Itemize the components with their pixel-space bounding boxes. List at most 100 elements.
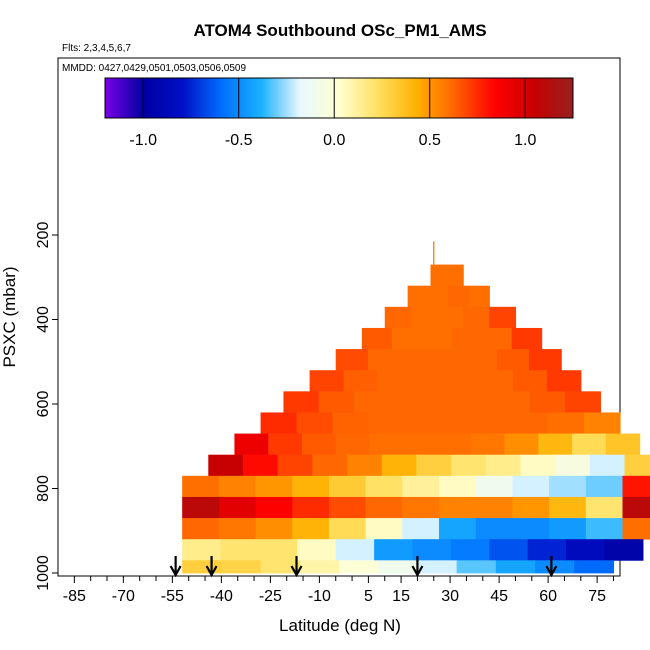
y-tick-label: 800 <box>35 475 52 502</box>
heatmap-cell <box>268 433 303 456</box>
heatmap-cell <box>339 560 379 574</box>
heatmap-cell <box>512 496 550 519</box>
heatmap-cell <box>574 560 615 574</box>
heatmap-cell <box>283 391 320 413</box>
x-axis-label: Latitude (deg N) <box>279 616 401 635</box>
heatmap-cell <box>411 370 446 392</box>
heatmap-cell <box>312 454 348 477</box>
heatmap-cell <box>548 412 585 434</box>
x-tick-label: 5 <box>364 588 373 605</box>
chart-title: ATOM4 Southbound OSc_PM1_AMS <box>193 21 486 40</box>
heatmap-cell <box>384 306 412 329</box>
heatmap-cell <box>220 539 260 561</box>
heatmap-cell <box>520 454 556 477</box>
heatmap-cell <box>260 412 298 434</box>
flight-arrow <box>169 556 182 578</box>
heatmap-cell <box>481 327 513 350</box>
colorbar-tick-label: 0.5 <box>419 132 441 149</box>
heatmap-cell <box>221 560 262 574</box>
heatmap-cell <box>512 475 550 498</box>
heatmap-cell <box>292 496 330 519</box>
flight-arrows <box>169 556 558 578</box>
y-axis-label: PSXC (mbar) <box>0 266 19 367</box>
heatmap-cell <box>495 560 536 574</box>
colorbar-tick-label: -0.5 <box>225 132 253 149</box>
heatmap-cell <box>309 370 345 392</box>
heatmap-cell <box>328 496 367 519</box>
heatmap-cell <box>622 518 650 540</box>
heatmap-cell <box>622 496 650 519</box>
heatmap-cell <box>489 306 517 329</box>
heatmap-cell <box>572 433 607 456</box>
heatmap-cell <box>292 475 330 498</box>
heatmap-cell <box>318 391 355 413</box>
heatmap-cell <box>296 412 334 434</box>
heatmap-cell <box>475 475 514 498</box>
heatmap-cell <box>475 518 514 540</box>
heatmap-cell <box>402 518 440 540</box>
heatmap-cell <box>328 475 367 498</box>
heatmap-cell <box>328 518 367 540</box>
heatmap-spike <box>433 241 435 265</box>
flight-arrow <box>411 556 424 578</box>
heatmap-cell <box>182 496 220 519</box>
colorbar-tick-label: -1.0 <box>129 132 157 149</box>
colorbar-tick-label: 1.0 <box>514 132 536 149</box>
flight-arrow <box>545 556 558 578</box>
heatmap-cell <box>451 454 487 477</box>
heatmap-cell <box>369 433 404 456</box>
heatmap-cell <box>605 433 641 456</box>
colorbar-ticks: -1.0 -0.5 0.0 0.5 1.0 <box>129 78 536 149</box>
x-tick-label: -55 <box>161 588 184 605</box>
x-tick-label: -25 <box>259 588 282 605</box>
heatmap-cell <box>368 412 405 434</box>
heatmap-cell <box>450 539 490 561</box>
heatmap-cell <box>512 412 549 434</box>
heatmap-cell <box>529 391 566 413</box>
heatmap-cell <box>428 285 450 308</box>
heatmap-cell <box>255 475 293 498</box>
heatmap-cell <box>451 327 483 350</box>
heatmap-cell <box>343 370 378 392</box>
heatmap-cell <box>218 475 257 498</box>
heatmap-cell <box>410 306 438 329</box>
heatmap-cell <box>258 539 298 561</box>
heatmap-cell <box>511 327 543 350</box>
heatmap-cell <box>407 285 429 308</box>
x-tick-label: 60 <box>539 588 557 605</box>
heatmap-cell <box>512 518 550 540</box>
flight-arrow <box>290 556 303 578</box>
heatmap-cell <box>585 475 624 498</box>
heatmap-cell <box>417 560 458 574</box>
x-tick-label: -70 <box>112 588 135 605</box>
heatmap-cell <box>365 475 403 498</box>
heatmap-cell <box>549 518 587 540</box>
heatmap-cell <box>489 539 529 561</box>
heatmap-cell <box>335 433 371 456</box>
x-tick-label: 45 <box>490 588 508 605</box>
heatmap-cell <box>604 539 644 561</box>
heatmap-cell <box>424 391 461 413</box>
heatmap-cell <box>292 518 330 540</box>
heatmap-cell <box>404 412 441 434</box>
heatmap-cell <box>234 433 269 456</box>
heatmap-cell <box>585 496 624 519</box>
heatmap-cell <box>335 349 369 371</box>
heatmap-cell <box>182 539 222 561</box>
heatmap-cell <box>538 433 573 456</box>
heatmap-cell <box>527 539 567 561</box>
x-tick-label: -10 <box>308 588 331 605</box>
heatmap-cell <box>475 496 514 519</box>
heatmap-cell <box>367 349 401 371</box>
heatmap-cell <box>512 370 548 392</box>
heatmap-cell <box>403 433 438 456</box>
x-tick-label: 15 <box>392 588 410 605</box>
heatmap-cell <box>430 264 464 287</box>
x-tick-label: 75 <box>588 588 606 605</box>
heatmap-cell <box>565 391 601 413</box>
heatmap-cell <box>546 370 582 392</box>
heatmap-cell <box>218 518 257 540</box>
heatmap-cell <box>218 496 257 519</box>
heatmap-cell <box>456 560 497 574</box>
